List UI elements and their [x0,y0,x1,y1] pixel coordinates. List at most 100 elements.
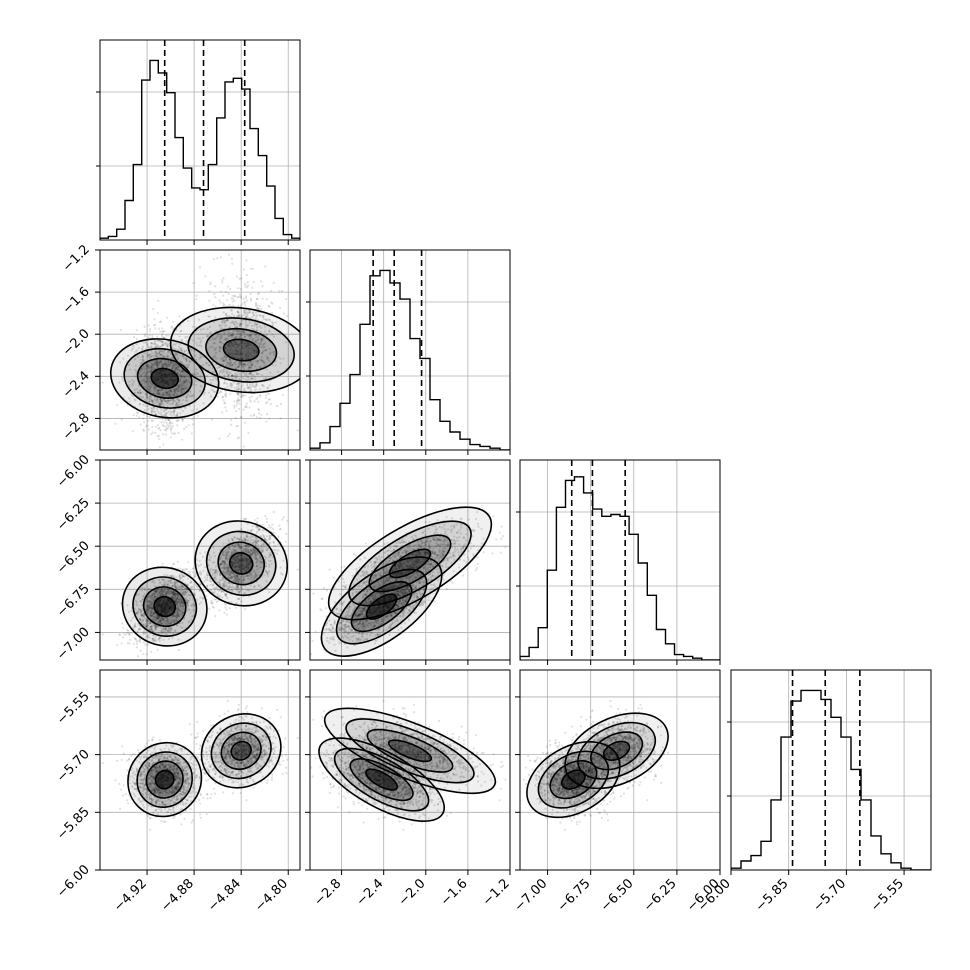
scatter-point [157,389,160,392]
scatter-point [266,386,269,390]
panel-0-0 [96,39,301,245]
scatter-point [153,318,156,321]
scatter-point [166,412,169,415]
scatter-point [161,340,164,343]
scatter-point [167,392,170,395]
scatter-point [234,324,237,327]
scatter-point [251,382,254,385]
scatter-point [236,374,239,377]
scatter-point [231,334,234,337]
scatter-point [251,339,255,342]
scatter-point [150,361,153,364]
scatter-point [224,313,227,316]
scatter-point [259,340,263,343]
scatter-point [145,392,148,395]
scatter-point [176,368,179,371]
scatter-point [263,318,266,321]
scatter-point [167,343,170,346]
scatter-point [160,359,163,362]
scatter-point [234,341,237,344]
scatter-point [229,382,232,385]
scatter-point [250,366,253,369]
scatter-point [145,365,148,368]
scatter-point [236,343,239,346]
scatter-point [249,334,252,337]
scatter-point [128,638,131,641]
scatter-point [159,401,162,405]
scatter-point [149,346,152,349]
scatter-point [229,321,233,324]
scatter-point [231,336,234,339]
scatter-point [157,299,160,302]
scatter-point [157,345,160,348]
scatter-point [258,365,261,368]
scatter-point [222,358,225,361]
scatter-point [135,640,138,643]
scatter-point [268,319,271,322]
scatter-point [228,607,231,610]
scatter-point [185,349,188,352]
scatter-point [187,380,190,383]
scatter-point [142,372,145,375]
scatter-point [248,361,251,364]
scatter-point [164,413,167,416]
scatter-point [136,388,139,391]
scatter-point [130,349,133,352]
scatter-point [172,343,175,346]
scatter-point [225,314,228,317]
scatter-point [247,363,250,366]
scatter-point [148,366,151,369]
scatter-point [179,347,182,350]
scatter-point [233,400,236,403]
scatter-point [278,524,281,527]
scatter-point [231,300,234,303]
scatter-point [249,311,252,314]
scatter-point [221,371,224,374]
scatter-point [152,342,155,345]
scatter-point [271,523,274,526]
scatter-point [181,409,184,412]
scatter-point [227,342,231,345]
scatter-point [242,330,245,333]
scatter-point [173,389,176,392]
scatter-point [223,370,226,373]
scatter-point [260,338,263,341]
scatter-point [122,626,125,629]
scatter-point [185,360,188,363]
scatter-point [254,365,257,368]
scatter-point [172,393,176,396]
scatter-point [250,373,253,376]
scatter-point [219,346,222,349]
scatter-point [244,345,247,348]
scatter-point [143,380,146,383]
scatter-point [236,331,239,334]
scatter-point [260,339,263,342]
scatter-point [255,416,258,419]
scatter-point [165,411,168,415]
scatter-point [224,324,227,327]
scatter-point [247,431,250,435]
scatter-point [264,376,268,379]
scatter-point [220,368,223,371]
scatter-point [221,396,224,399]
scatter-point [223,319,226,322]
scatter-point [242,345,245,349]
scatter-point [148,415,151,418]
scatter-point [228,432,231,435]
scatter-point [169,395,172,398]
scatter-point [242,445,245,448]
scatter-point [238,293,241,296]
scatter-point [252,354,255,358]
scatter-point [168,395,171,398]
scatter-point [254,388,257,391]
scatter-point [157,327,161,330]
scatter-point [148,330,151,333]
scatter-point [161,343,164,346]
scatter-point [218,323,221,327]
scatter-point [135,411,139,414]
scatter-point [247,342,250,345]
scatter-point [254,385,257,388]
scatter-point [162,398,165,401]
scatter-point [236,401,239,404]
scatter-point [234,352,237,355]
